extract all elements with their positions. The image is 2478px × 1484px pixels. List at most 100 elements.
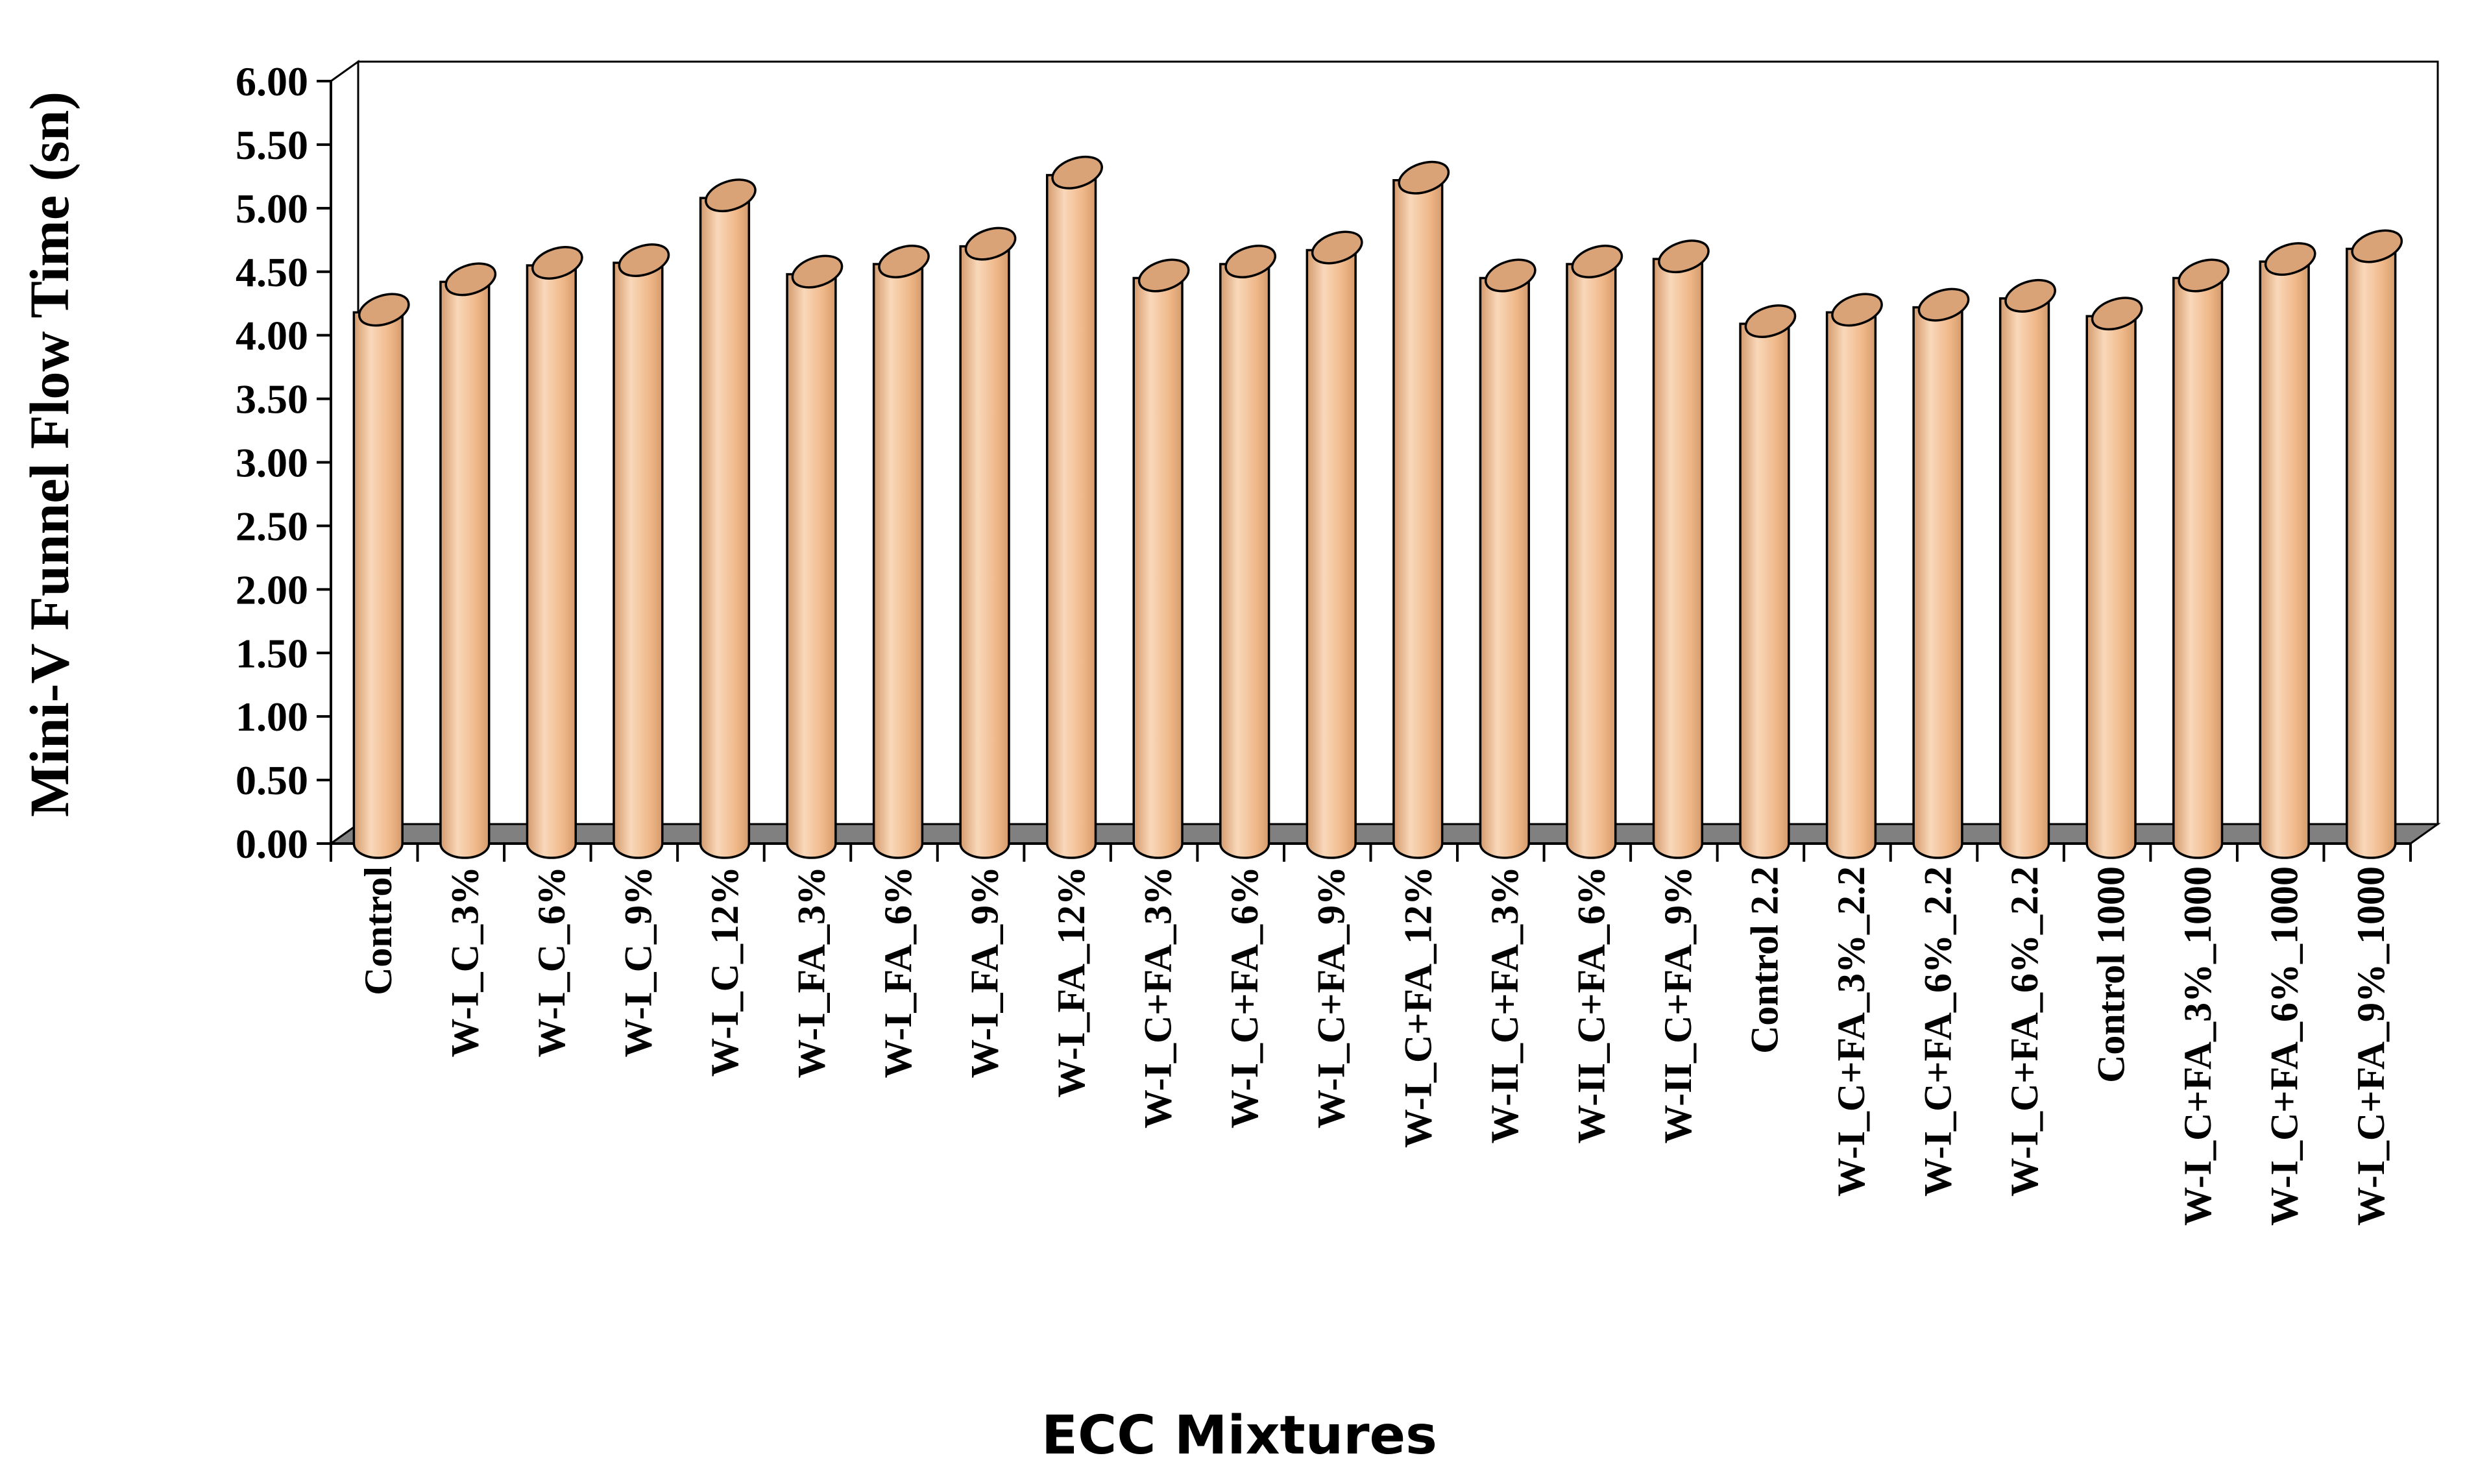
x-category-label: W-I_C_6% — [530, 866, 573, 1057]
bar-body — [1566, 263, 1617, 859]
bar-top — [878, 245, 930, 278]
x-category-label: W-I_C_12% — [703, 866, 746, 1077]
x-category-label: W-I_C+FA_6% — [1223, 866, 1266, 1128]
bar — [1219, 245, 1277, 859]
bar — [2259, 242, 2316, 859]
bar — [352, 293, 410, 859]
bar-body — [1045, 174, 1097, 859]
x-category-label: W-I_FA_9% — [964, 866, 1006, 1078]
x-category-label: W-I_C+FA_3%_1000 — [2176, 866, 2219, 1226]
y-tick-label: 4.50 — [236, 249, 308, 295]
bar-body — [1825, 311, 1877, 859]
bar — [1132, 258, 1190, 859]
bar — [699, 178, 757, 859]
bar-top — [1137, 258, 1190, 293]
bar-top — [964, 226, 1017, 261]
bar — [2346, 229, 2403, 859]
bar — [1739, 304, 1797, 859]
x-category-label: W-I_C+FA_6%_2.2 — [2003, 866, 2046, 1197]
bar-body — [526, 264, 577, 859]
x-category-label: W-I_C+FA_12% — [1396, 866, 1439, 1148]
bar-body — [1479, 276, 1530, 859]
bar-top — [791, 254, 844, 289]
bar — [1652, 239, 1710, 859]
bar-top — [444, 262, 497, 297]
bar-top — [1311, 230, 1363, 265]
bar-top — [2178, 258, 2229, 293]
y-tick-label: 3.00 — [236, 440, 308, 486]
x-category-label: W-II_C+FA_9% — [1657, 866, 1699, 1144]
bar-top — [1744, 304, 1797, 338]
bar-body — [2172, 276, 2224, 859]
bar-top — [358, 293, 410, 327]
bar-top — [1571, 245, 1623, 278]
x-category-label: Control — [357, 866, 400, 995]
y-tick-label: 2.00 — [236, 566, 308, 613]
bar — [2172, 258, 2229, 859]
bar-top — [1398, 160, 1450, 195]
bar-body — [1392, 179, 1444, 859]
bar-top — [2091, 297, 2143, 331]
bar-body — [1219, 263, 1270, 859]
bars — [352, 155, 2403, 859]
bar-body — [439, 280, 491, 859]
bar-body — [1652, 258, 1704, 859]
bar-top — [2264, 242, 2316, 276]
bar — [1045, 155, 1103, 859]
x-category-label: W-I_C_3% — [443, 866, 486, 1057]
y-tick-label: 1.50 — [236, 630, 308, 676]
bar-body — [2346, 247, 2397, 859]
bar-top — [618, 243, 670, 277]
bar — [2085, 297, 2143, 859]
bar — [1825, 293, 1883, 859]
bar-top — [1224, 245, 1277, 278]
bar-body — [699, 197, 751, 859]
bar — [786, 254, 844, 859]
bar-body — [2259, 260, 2310, 859]
bar-body — [1912, 306, 1963, 859]
bar-top — [1658, 239, 1710, 274]
bar — [1912, 287, 1970, 859]
bar — [1392, 160, 1450, 859]
x-category-label: W-I_FA_3% — [790, 866, 832, 1078]
bar-top — [1917, 287, 1970, 322]
bar-body — [872, 263, 924, 859]
bar-body — [1306, 249, 1357, 859]
x-category-label: W-I_FA_12% — [1050, 866, 1093, 1098]
bar-top — [2351, 229, 2403, 263]
y-tick-label: 5.50 — [236, 122, 308, 168]
bar — [439, 262, 497, 859]
x-category-label: W-I_C+FA_9% — [1310, 866, 1353, 1128]
x-category-label: W-I_C+FA_3% — [1137, 866, 1180, 1128]
bar-body — [352, 311, 404, 859]
bar — [1998, 278, 2056, 859]
x-category-label: W-II_C+FA_6% — [1570, 866, 1612, 1144]
bar — [959, 226, 1017, 859]
y-tick-label: 0.00 — [236, 821, 308, 867]
bar-body — [2085, 315, 2137, 859]
bar-top — [1831, 293, 1883, 327]
x-category-label: W-II_C+FA_3% — [1483, 866, 1526, 1144]
bar-top — [1051, 155, 1103, 189]
bar — [1306, 230, 1363, 859]
x-category-label: W-I_FA_6% — [877, 866, 919, 1078]
bar-top — [2004, 278, 2056, 313]
bar-body — [1739, 322, 1790, 859]
bar-body — [786, 273, 837, 859]
y-axis-ticks: 0.00 0.50 1.00 1.50 2.00 2.50 3.00 3.50 4.00 4.50… — [236, 58, 331, 867]
bar — [613, 243, 670, 859]
y-tick-label: 3.50 — [236, 376, 308, 422]
x-category-label: W-I_C+FA_9%_1000 — [2350, 866, 2392, 1226]
x-category-label: W-I_C+FA_6%_1000 — [2263, 866, 2306, 1226]
bar-top — [531, 246, 583, 280]
x-axis-category-labels: Control W-I_C_3% W-I_C_6% W-I_C_9% W-I_C_12%… — [330, 844, 2412, 1226]
x-category-label: W-I_C+FA_6%_2.2 — [1917, 866, 1960, 1197]
y-tick-label: 2.50 — [236, 503, 308, 549]
y-tick-label: 1.00 — [236, 694, 308, 740]
x-category-label: Control 2.2 — [1743, 866, 1786, 1054]
bar-body — [1998, 297, 2050, 859]
bar — [1479, 258, 1537, 859]
y-tick-label: 0.50 — [236, 757, 308, 803]
